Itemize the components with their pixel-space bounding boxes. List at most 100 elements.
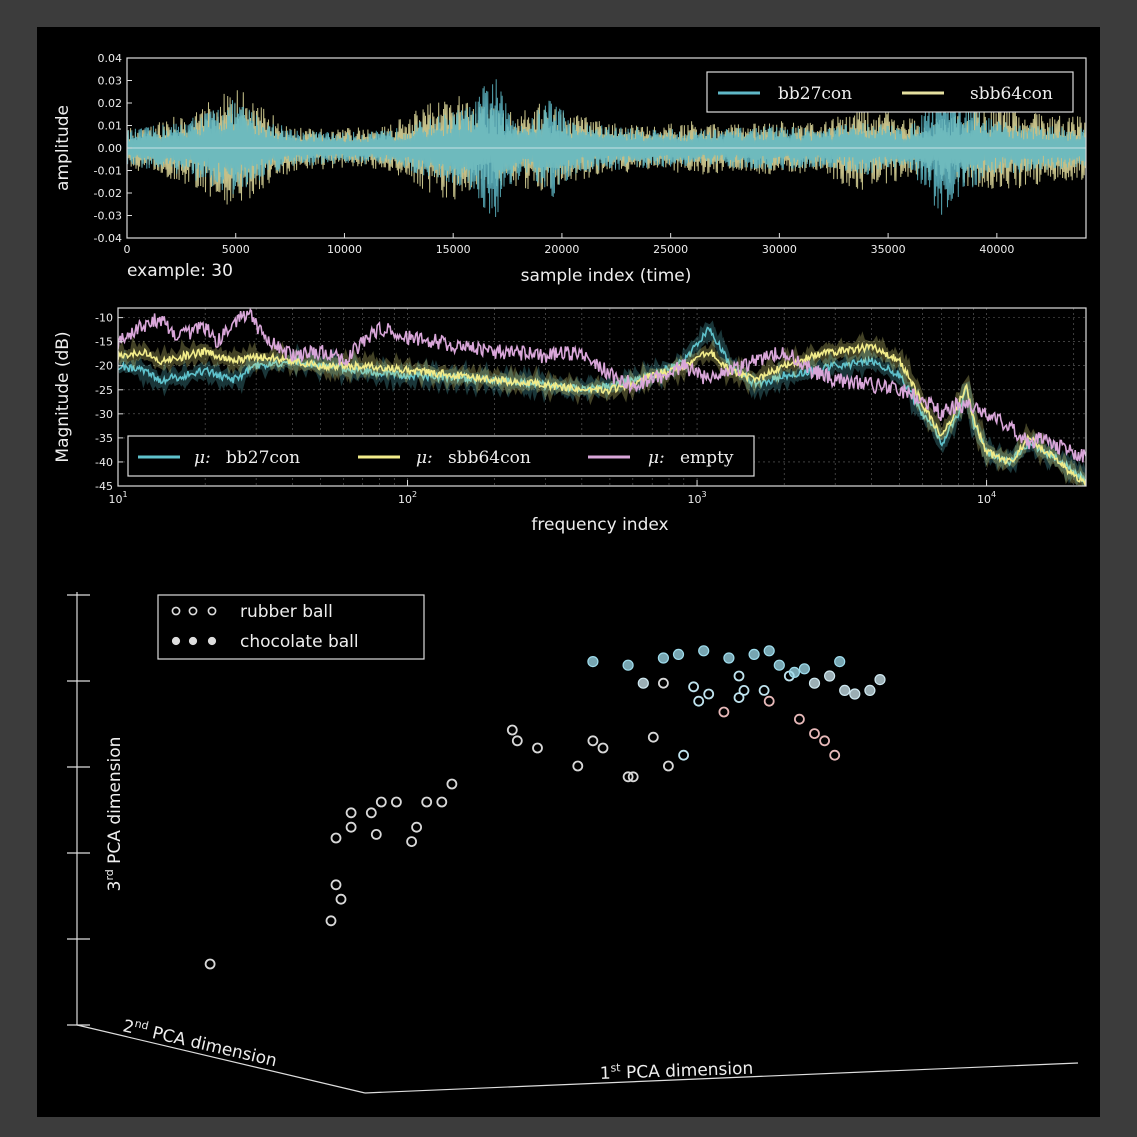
spectrum-series-group (118, 308, 1086, 486)
waveform-y-tick-label-0.00: 0.00 (98, 142, 123, 155)
pca-point-rubber-29 (658, 677, 669, 689)
waveform-y-tick-label-0.03: 0.03 (98, 75, 123, 88)
pca-point-chocolate-9 (798, 663, 811, 675)
waveform-legend-box (706, 71, 1074, 113)
pca-point-rubber-28 (693, 695, 705, 707)
pca-point-rubber-10 (390, 796, 402, 808)
pca-point-rubber-41 (819, 735, 830, 747)
spectrum-y-tick-label--10: -10 (95, 312, 113, 325)
spectrum-y-tick-label--45: -45 (95, 480, 113, 493)
pca-point-rubber-40 (829, 749, 841, 761)
pca-point-rubber-25 (663, 760, 674, 772)
pca-legend-label-chocolate: chocolate ball (240, 632, 359, 652)
spectrum-y-tick-label--25: -25 (95, 384, 113, 397)
pca-axes (67, 592, 1079, 1094)
pca-point-rubber-20 (587, 735, 599, 747)
waveform-legend-label-sbb64con: sbb64con (970, 84, 1053, 104)
pca-point-rubber-27 (718, 706, 730, 718)
pca-legend-marker-chocolate-dot-1 (188, 636, 198, 646)
pca-point-chocolate-1 (622, 659, 634, 671)
pca-y-axis (76, 1024, 366, 1094)
pca-point-rubber-14 (436, 796, 448, 808)
pca-point-rubber-26 (678, 749, 689, 761)
pca-point-rubber-39 (809, 728, 820, 739)
pca-point-rubber-12 (411, 821, 423, 833)
spectrum-y-tick-label--20: -20 (95, 360, 113, 373)
waveform-series-group (127, 79, 1086, 218)
waveform-x-tick-label-40000: 40000 (979, 243, 1014, 256)
spectrum-y-ticks: -10 -15 -20 -25 -30 -35 -40 -45 (95, 312, 123, 493)
pca-points-group (204, 645, 886, 970)
pca-legend: rubber ball chocolate ball (157, 594, 425, 660)
pca-point-rubber-19 (572, 760, 584, 772)
pca-point-rubber-33 (733, 670, 745, 682)
waveform-x-tick-label-30000: 30000 (762, 243, 797, 256)
pca-point-rubber-6 (345, 807, 357, 819)
pca-point-rubber-3 (325, 915, 337, 927)
pca-point-rubber-11 (406, 836, 418, 847)
pca-point-chocolate-17 (788, 666, 801, 679)
spectrum-x-tick-label-100: 102 (398, 490, 417, 506)
spectrum-plot-border (117, 307, 1087, 487)
pca-point-rubber-4 (330, 832, 342, 844)
pca-point-rubber-38 (794, 713, 805, 725)
spectrum-y-tick-label--40: -40 (95, 456, 113, 469)
pca-legend-label-rubber: rubber ball (240, 602, 333, 622)
pca-point-rubber-2 (335, 893, 347, 905)
pca-point-rubber-22 (622, 771, 634, 783)
pca-legend-marker-rubber-dot-2 (207, 606, 217, 616)
pca-point-rubber-7 (365, 807, 377, 819)
waveform-y-tick-label--0.02: -0.02 (94, 187, 122, 200)
waveform-x-ticks: 0 5000 10000 15000 20000 25000 30000 35000 40000 (124, 233, 1014, 256)
waveform-annotation: example: 30 (127, 261, 233, 281)
waveform-y-tick-label-0.01: 0.01 (98, 120, 123, 133)
waveform-y-tick-label--0.03: -0.03 (94, 210, 122, 223)
pca-scatter-chart: 3rd PCA dimension 2nd PCA dimension 1st … (67, 592, 1079, 1094)
spectrum-y-tick-label--30: -30 (95, 408, 113, 421)
pca-point-rubber-17 (511, 735, 523, 747)
spectrum-x-tick-label-10: 101 (108, 490, 127, 506)
spectrum-series-sbb64con (118, 341, 1086, 486)
waveform-legend-label-bb27con: bb27con (778, 84, 852, 104)
pca-point-chocolate-10 (808, 677, 821, 689)
pca-point-rubber-9 (375, 796, 387, 808)
waveform-y-tick-label--0.01: -0.01 (94, 165, 122, 178)
spectrum-legend-mu-bb27con: μ: (194, 448, 211, 468)
pca-legend-marker-chocolate-dot-0 (171, 636, 181, 646)
waveform-x-tick-label-25000: 25000 (653, 243, 688, 256)
spectrum-y-tick-label--35: -35 (95, 432, 113, 445)
waveform-y-tick-label--0.04: -0.04 (94, 232, 122, 245)
waveform-x-tick-label-0: 0 (124, 243, 131, 256)
waveform-x-tick-label-20000: 20000 (544, 243, 579, 256)
pca-legend-marker-chocolate-dot-2 (207, 636, 217, 646)
pca-point-chocolate-2 (657, 652, 670, 664)
waveform-x-tick-label-15000: 15000 (436, 243, 471, 256)
waveform-legend: bb27con sbb64con (706, 71, 1074, 113)
pca-point-rubber-30 (688, 681, 699, 693)
pca-point-chocolate-4 (698, 645, 710, 657)
pca-point-rubber-8 (370, 829, 382, 840)
pca-point-rubber-32 (733, 692, 745, 703)
pca-point-chocolate-18 (637, 677, 649, 689)
pca-legend-box (157, 594, 425, 660)
pca-point-chocolate-16 (834, 655, 846, 668)
pca-x-label: 1st PCA dimension (599, 1057, 753, 1084)
pca-point-chocolate-5 (723, 652, 735, 664)
pca-point-rubber-1 (330, 879, 342, 891)
pca-point-chocolate-14 (864, 684, 876, 697)
waveform-series-bb27con (127, 79, 1086, 218)
pca-point-rubber-24 (647, 731, 659, 743)
pca-legend-marker-rubber (171, 606, 217, 616)
spectrum-legend-label-bb27con: bb27con (226, 448, 300, 468)
pca-point-rubber-34 (758, 685, 770, 696)
pca-x-axis (364, 1062, 1079, 1094)
spectrum-legend-label-sbb64con: sbb64con (448, 448, 531, 468)
pca-point-rubber-21 (597, 742, 609, 754)
pca-legend-marker-rubber-dot-0 (171, 606, 181, 616)
waveform-x-tick-label-10000: 10000 (327, 243, 362, 256)
pca-point-rubber-5 (345, 821, 357, 833)
pca-legend-marker-chocolate (171, 636, 217, 646)
pca-point-chocolate-6 (748, 648, 760, 661)
spectrum-chart: 101 102 103 104 -10 -15 -20 -25 -30 -35 -40 -45 fr… (53, 307, 1087, 535)
